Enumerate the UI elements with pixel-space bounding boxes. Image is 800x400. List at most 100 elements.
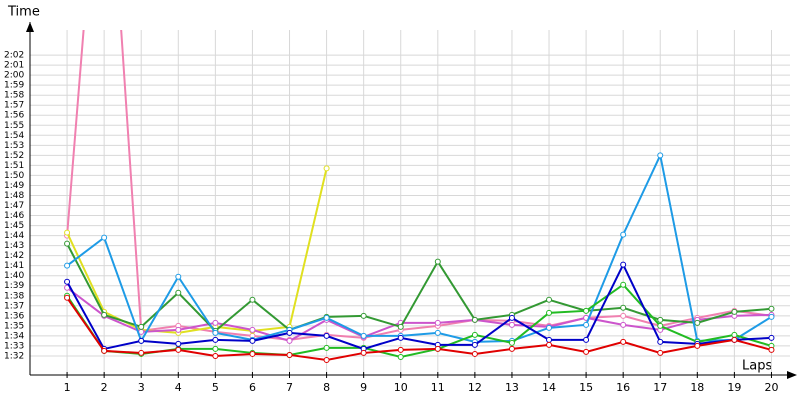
x-axis-label: Laps xyxy=(742,359,772,374)
data-point xyxy=(360,349,367,356)
data-point xyxy=(508,339,515,346)
data-point xyxy=(397,323,404,330)
data-point xyxy=(471,350,478,357)
x-axis-arrow xyxy=(787,371,797,379)
data-point xyxy=(546,336,553,343)
y-tick-label: 2:00 xyxy=(4,71,24,81)
data-point xyxy=(249,350,256,357)
y-tick-label: 1:44 xyxy=(4,231,24,241)
data-point xyxy=(620,312,627,319)
data-point xyxy=(768,346,775,353)
data-point xyxy=(138,323,145,330)
data-point xyxy=(360,332,367,339)
data-point xyxy=(583,321,590,328)
data-point xyxy=(434,319,441,326)
y-tick-label: 1:52 xyxy=(4,151,24,161)
x-tick-label: 17 xyxy=(653,381,667,394)
data-point xyxy=(397,346,404,353)
data-point xyxy=(657,349,664,356)
y-tick-label: 1:50 xyxy=(4,171,24,181)
series-line xyxy=(66,262,772,351)
data-point xyxy=(212,329,219,336)
data-point xyxy=(175,340,182,347)
data-point xyxy=(212,352,219,359)
x-tick-label: 15 xyxy=(579,381,593,394)
x-tick-label: 2 xyxy=(101,381,108,394)
x-tick-label: 20 xyxy=(764,381,778,394)
y-tick-label: 1:56 xyxy=(4,111,24,121)
data-point xyxy=(323,356,330,363)
data-point xyxy=(731,336,738,343)
data-point xyxy=(694,342,701,349)
data-point xyxy=(583,307,590,314)
data-point xyxy=(212,319,219,326)
data-point xyxy=(101,311,108,318)
series-line xyxy=(66,168,328,334)
x-tick-label: 10 xyxy=(394,381,408,394)
data-point xyxy=(620,261,627,268)
y-tick-label: 1:33 xyxy=(4,341,24,351)
data-point xyxy=(64,294,71,301)
plot-area xyxy=(64,30,775,363)
x-tick-label: 11 xyxy=(431,381,445,394)
x-tick-label: 13 xyxy=(505,381,519,394)
data-point xyxy=(508,314,515,321)
data-point xyxy=(434,329,441,336)
data-point xyxy=(64,262,71,269)
data-point xyxy=(64,240,71,247)
y-tick-label: 1:48 xyxy=(4,191,24,201)
data-point xyxy=(101,347,108,354)
y-tick-label: 1:35 xyxy=(4,321,24,331)
data-point xyxy=(471,341,478,348)
x-tick-label: 9 xyxy=(360,381,367,394)
y-tick-label: 1:32 xyxy=(4,351,24,361)
y-tick-label: 1:34 xyxy=(4,331,24,341)
y-axis-label: Time xyxy=(7,5,40,20)
data-point xyxy=(583,348,590,355)
y-tick-label: 1:39 xyxy=(4,281,24,291)
y-tick-label: 1:45 xyxy=(4,221,24,231)
data-point xyxy=(768,305,775,312)
y-tick-label: 2:01 xyxy=(4,61,24,71)
y-tick-label: 1:51 xyxy=(4,161,24,171)
data-point xyxy=(471,316,478,323)
y-tick-label: 1:40 xyxy=(4,271,24,281)
series-line xyxy=(66,30,772,341)
data-point xyxy=(175,273,182,280)
data-point xyxy=(508,321,515,328)
data-point xyxy=(286,329,293,336)
data-point xyxy=(657,322,664,329)
data-point xyxy=(397,334,404,341)
data-point xyxy=(360,312,367,319)
data-point xyxy=(138,349,145,356)
data-point xyxy=(101,234,108,241)
data-point xyxy=(323,344,330,351)
data-point xyxy=(249,337,256,344)
y-tick-label: 1:53 xyxy=(4,141,24,151)
y-tick-label: 1:46 xyxy=(4,211,24,221)
data-point xyxy=(64,229,71,236)
data-point xyxy=(249,296,256,303)
y-tick-label: 1:36 xyxy=(4,311,24,321)
data-point xyxy=(323,165,330,172)
x-tick-label: 16 xyxy=(616,381,630,394)
x-tick-label: 5 xyxy=(212,381,219,394)
data-point xyxy=(546,324,553,331)
x-tick-label: 14 xyxy=(542,381,556,394)
data-point xyxy=(175,326,182,333)
x-tick-label: 3 xyxy=(138,381,145,394)
x-tick-label: 6 xyxy=(249,381,256,394)
x-tick-label: 18 xyxy=(690,381,704,394)
data-point xyxy=(212,345,219,352)
data-point xyxy=(434,258,441,265)
data-point xyxy=(731,308,738,315)
y-tick-label: 1:43 xyxy=(4,241,24,251)
data-point xyxy=(212,336,219,343)
data-point xyxy=(657,152,664,159)
data-point xyxy=(768,334,775,341)
series-line xyxy=(66,297,772,361)
x-tick-label: 19 xyxy=(727,381,741,394)
y-tick-label: 1:47 xyxy=(4,201,24,211)
y-tick-label: 1:59 xyxy=(4,81,24,91)
